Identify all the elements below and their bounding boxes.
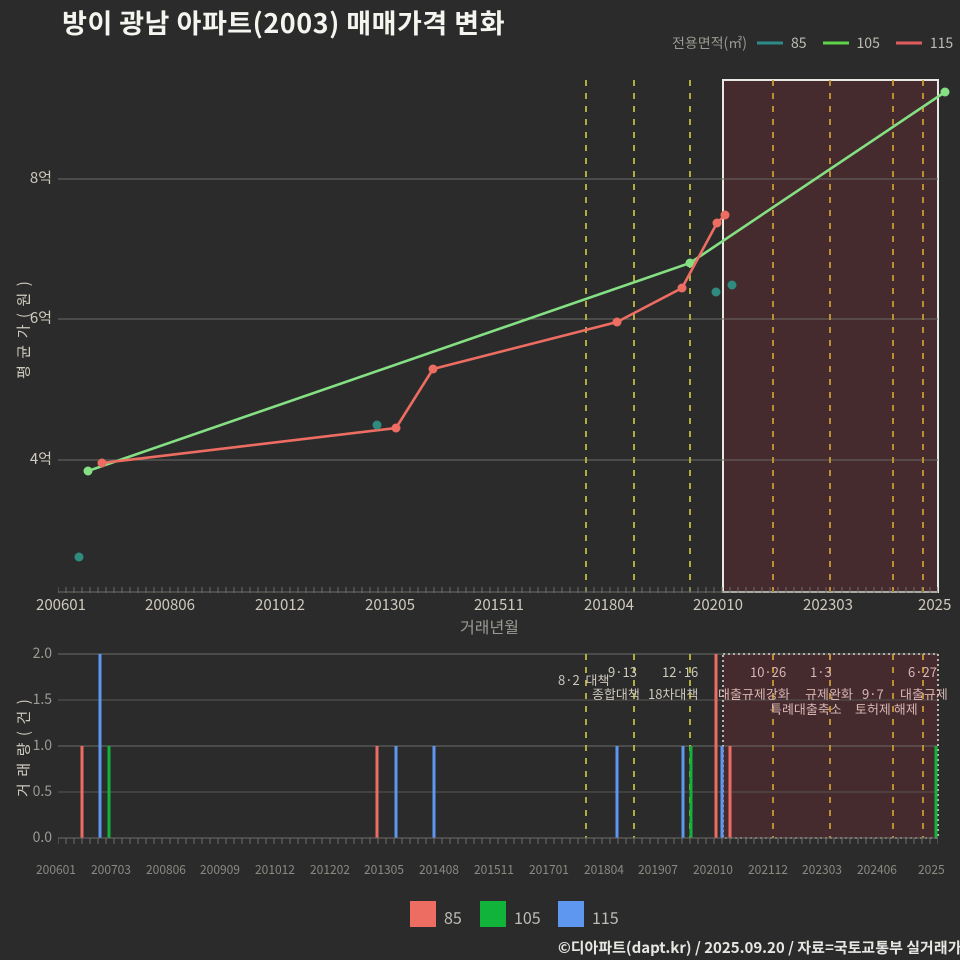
svg-text:0.0: 0.0 bbox=[33, 827, 53, 847]
svg-text:1.0: 1.0 bbox=[33, 735, 53, 755]
svg-text:2.0: 2.0 bbox=[33, 643, 53, 663]
svg-text:1.5: 1.5 bbox=[33, 689, 53, 709]
svg-text:0.5: 0.5 bbox=[33, 781, 53, 801]
